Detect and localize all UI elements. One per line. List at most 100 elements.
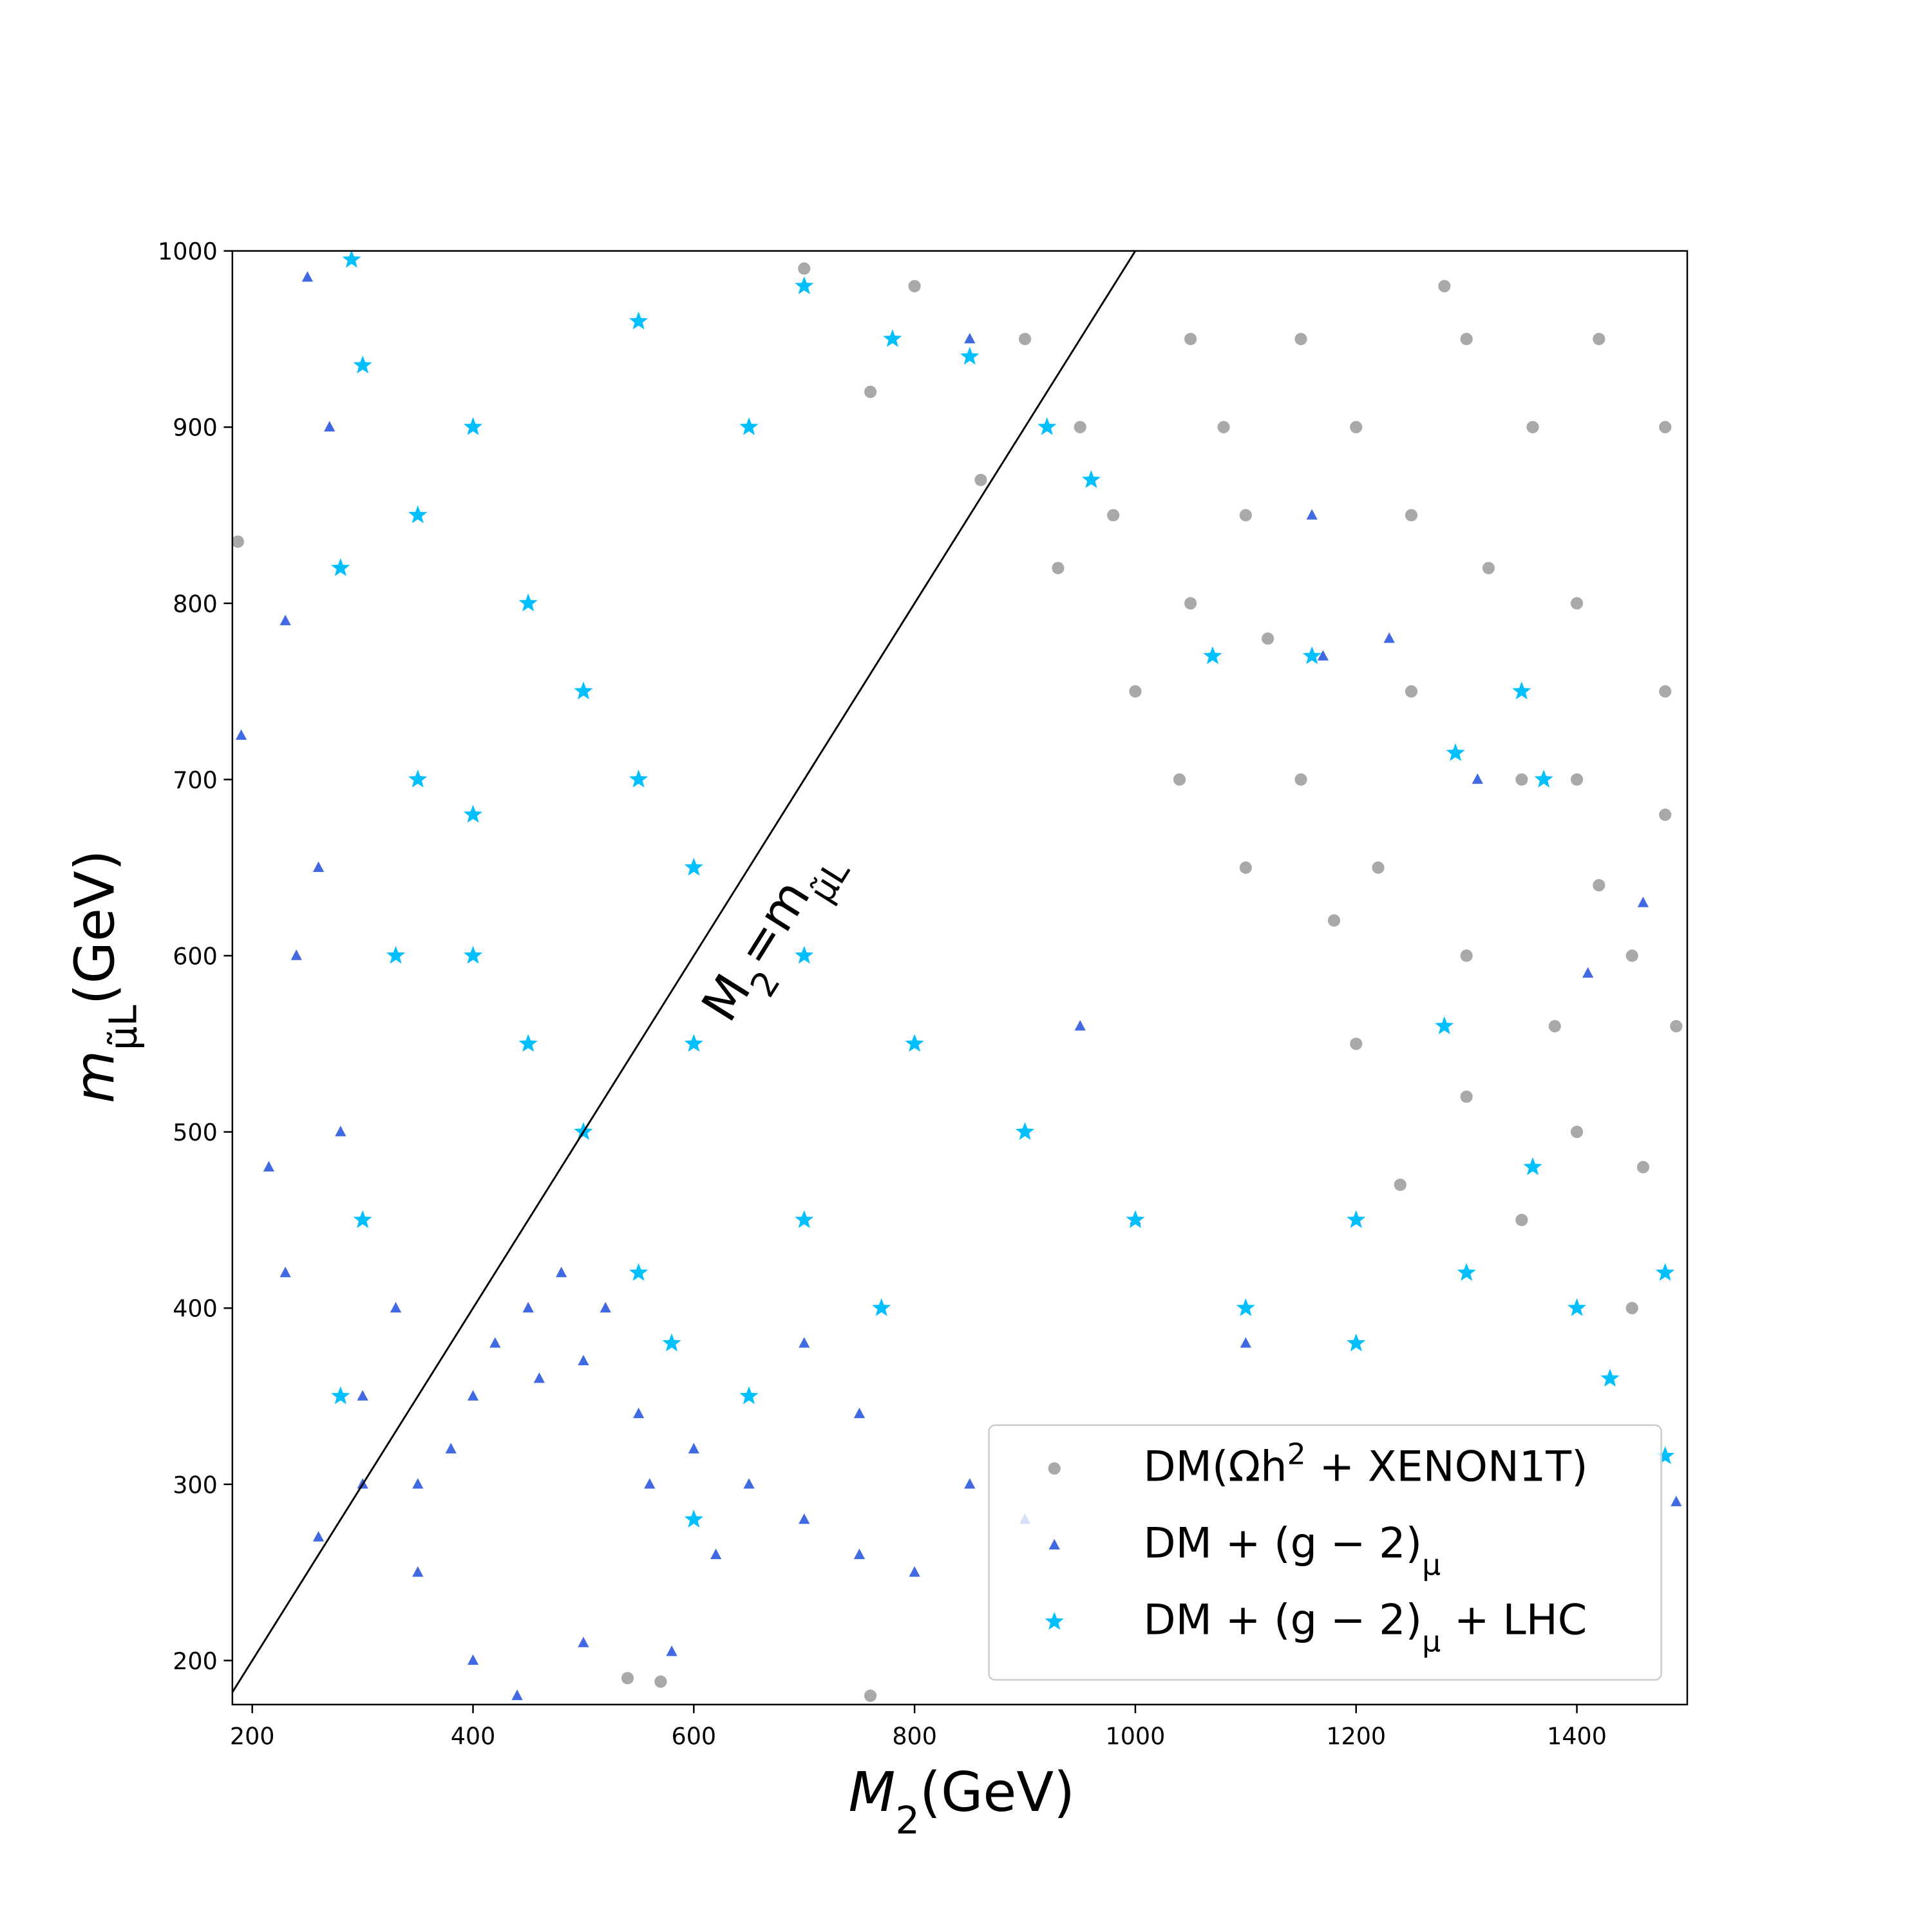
point [1347, 1210, 1366, 1228]
point [621, 1672, 634, 1685]
point [353, 1210, 372, 1228]
point [864, 385, 877, 399]
text-part: 2 [1287, 1437, 1306, 1471]
point [1350, 1037, 1363, 1050]
point [632, 1407, 645, 1419]
legend-label: DM(Ωh2 + XENON1T) [1143, 1437, 1587, 1491]
text-part: + XENON1T) [1306, 1442, 1588, 1491]
point [1383, 632, 1395, 643]
point [489, 1337, 501, 1348]
point [1239, 509, 1252, 522]
text-part: DM + (g − 2) [1143, 1595, 1422, 1644]
point [629, 770, 649, 788]
point [799, 1337, 810, 1348]
point [578, 1354, 589, 1366]
point [533, 1372, 545, 1383]
point [629, 1263, 649, 1281]
point [1262, 632, 1274, 645]
point [1460, 1090, 1473, 1103]
point [357, 1390, 368, 1401]
point [1327, 914, 1341, 927]
point [629, 311, 649, 330]
point [743, 1478, 755, 1489]
point [342, 251, 361, 268]
x-tick-label: 600 [672, 1722, 717, 1750]
point [263, 1160, 275, 1172]
legend-label: DM + (g − 2)μ + LHC [1143, 1595, 1587, 1658]
point [905, 1034, 924, 1052]
x-tick-label: 400 [451, 1722, 496, 1750]
point [1405, 509, 1418, 522]
point [1593, 332, 1605, 346]
point [1582, 967, 1594, 978]
point [644, 1478, 656, 1489]
point [654, 1675, 667, 1688]
point [909, 1566, 920, 1577]
point [688, 1443, 699, 1454]
point [684, 1510, 703, 1528]
legend-marker [1045, 1611, 1064, 1630]
y-tick-label: 1000 [158, 238, 218, 265]
text-part: μ [1422, 1548, 1441, 1582]
text-part: (GeV) [920, 1761, 1075, 1824]
point [1173, 773, 1186, 786]
point [795, 276, 814, 294]
point [290, 949, 302, 960]
point [331, 1386, 350, 1405]
point [1184, 597, 1197, 610]
point [662, 1333, 681, 1352]
legend-box [988, 1424, 1662, 1681]
point [974, 473, 987, 486]
point [412, 1478, 424, 1489]
point [408, 770, 428, 788]
point [1435, 1016, 1454, 1034]
point [1126, 1210, 1145, 1228]
point [232, 535, 245, 548]
diagonal-line [232, 251, 1137, 1693]
y-tick-label: 900 [173, 414, 218, 442]
y-tick-label: 400 [173, 1295, 218, 1323]
point [467, 1654, 479, 1665]
point [408, 505, 428, 524]
y-tick-label: 200 [173, 1647, 218, 1675]
point [324, 421, 336, 431]
legend-marker [1048, 1462, 1061, 1475]
point [1405, 685, 1418, 698]
point [1656, 1263, 1675, 1281]
point [1515, 773, 1528, 786]
point [1015, 1122, 1035, 1141]
point [312, 861, 325, 872]
point [1217, 421, 1230, 433]
point [1294, 332, 1307, 346]
point [872, 1298, 891, 1316]
point [312, 1531, 325, 1542]
x-tick-label: 1200 [1326, 1722, 1386, 1750]
points [232, 251, 1683, 1702]
point [964, 1478, 976, 1489]
point [960, 346, 980, 365]
point [1081, 469, 1101, 488]
point [684, 1034, 703, 1052]
point [1570, 597, 1584, 610]
point [600, 1302, 611, 1312]
point [1446, 743, 1465, 761]
point [386, 945, 406, 964]
legend-label: DM + (g − 2)μ [1143, 1519, 1441, 1582]
point [1600, 1368, 1620, 1387]
point [1482, 562, 1495, 574]
point [511, 1689, 523, 1700]
point [1570, 1126, 1584, 1139]
text-part: + LHC [1441, 1595, 1587, 1644]
point [1460, 949, 1473, 962]
point [445, 1443, 457, 1454]
point [1548, 1019, 1561, 1033]
point [710, 1548, 722, 1559]
point [1670, 1019, 1683, 1033]
point [1239, 861, 1252, 874]
point [739, 1386, 759, 1405]
point [1637, 896, 1649, 907]
x-tick-label: 200 [230, 1722, 275, 1750]
point [853, 1407, 866, 1419]
